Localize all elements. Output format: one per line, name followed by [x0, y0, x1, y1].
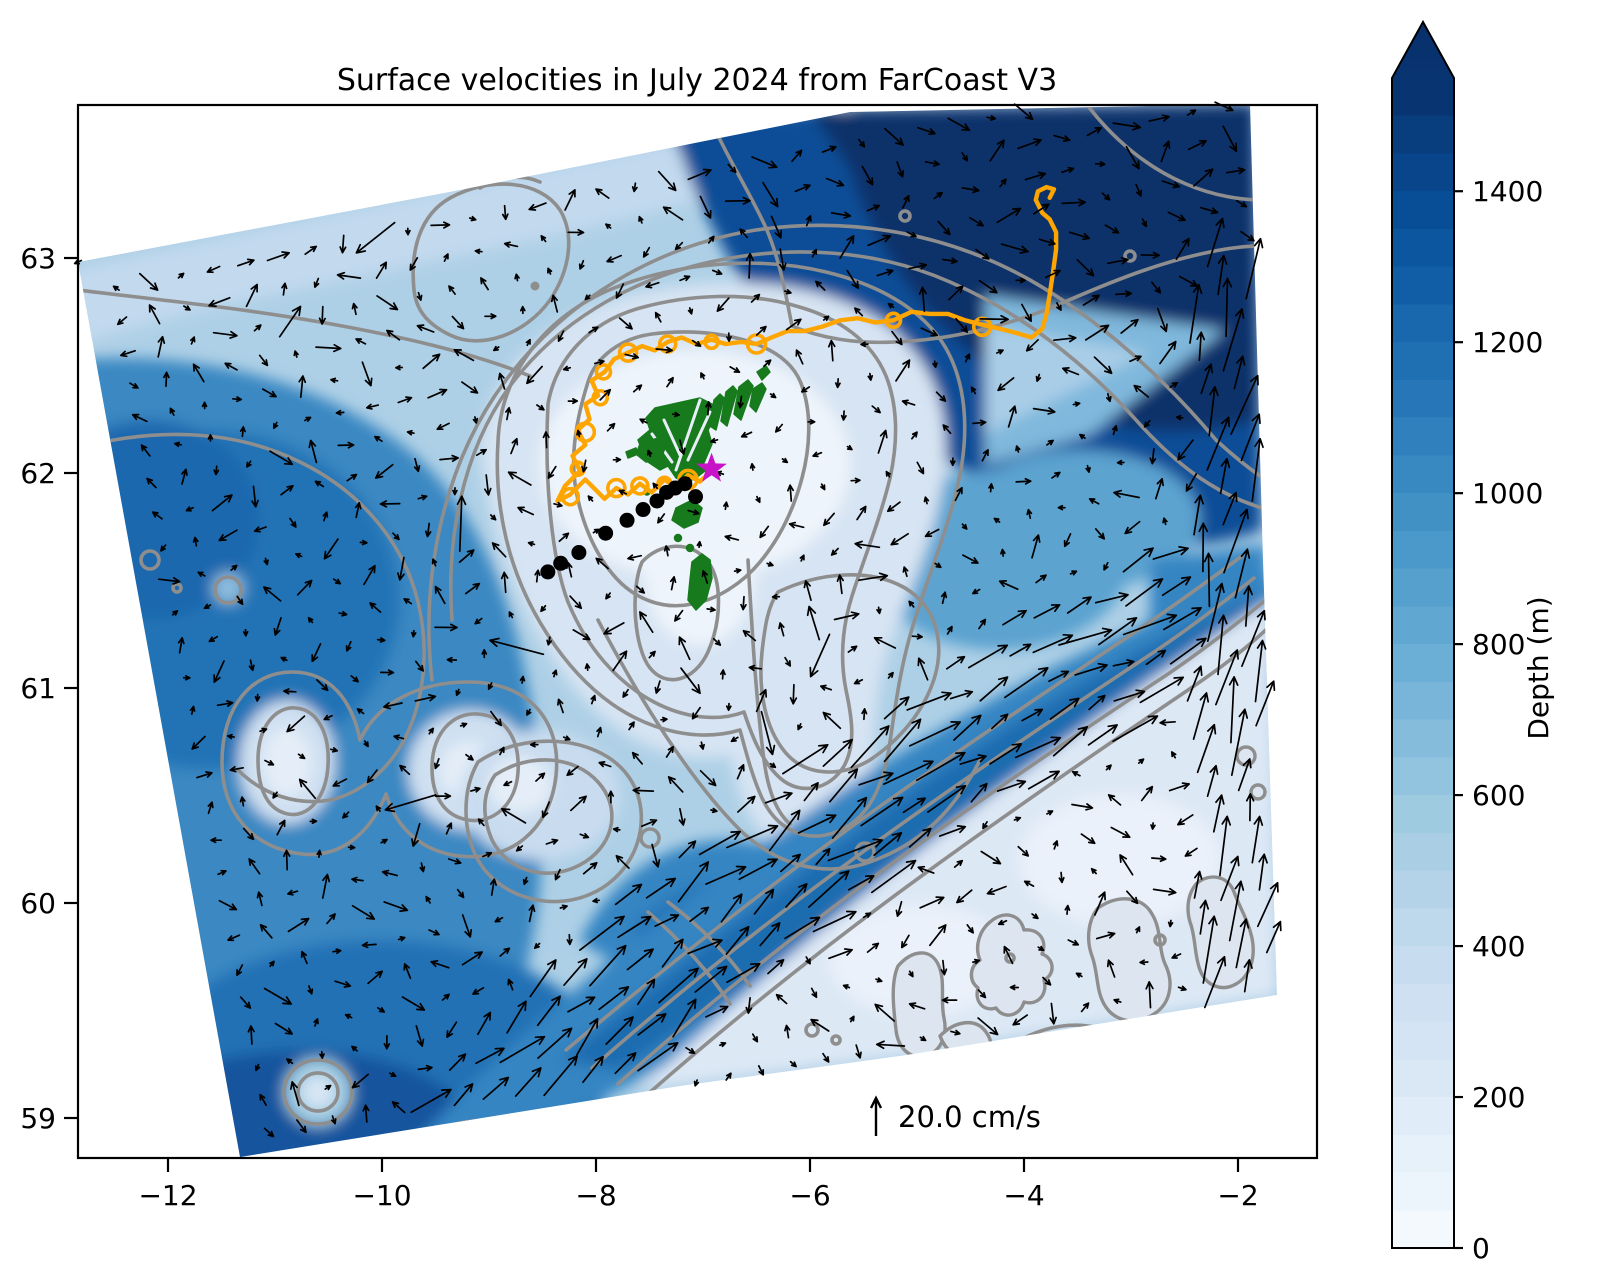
colorbar: Depth (m) 0 200 400 600 800 1000 1200 1400: [1391, 19, 1555, 1265]
y-tick-label: 63: [20, 242, 56, 275]
quiver-key: 20.0 cm/s: [869, 1095, 1041, 1136]
colorbar-tick-label: 200: [1472, 1081, 1525, 1114]
reference-arrow-icon: [869, 1095, 883, 1136]
deployment-star-marker: [696, 452, 727, 482]
trajectory-loop: [606, 477, 627, 499]
transect-dot: [688, 489, 704, 505]
colorbar-tick-label: 0: [1472, 1232, 1490, 1265]
transect-dot: [540, 564, 556, 580]
x-tick-label: −4: [1003, 1179, 1044, 1212]
station-markers: [540, 452, 727, 580]
colorbar-tick-label: 800: [1472, 628, 1525, 661]
y-tick-label: 59: [20, 1102, 56, 1135]
axes-frame: [76, 103, 1319, 1160]
transect-dot: [619, 512, 635, 528]
chart-title: Surface velocities in July 2024 from Far…: [337, 63, 1057, 98]
quiver-key-label: 20.0 cm/s: [898, 1100, 1041, 1134]
x-tick-label: −10: [352, 1179, 411, 1212]
trajectory-loop: [560, 486, 581, 507]
x-axis-ticks: −12 −10 −8 −6 −4 −2: [138, 1158, 1259, 1212]
transect-dot: [553, 555, 569, 571]
x-tick-label: −2: [1217, 1179, 1258, 1212]
x-tick-label: −6: [789, 1179, 830, 1212]
colorbar-tick-label: 1200: [1472, 326, 1543, 359]
trajectory-loop: [884, 311, 903, 330]
transect-dot: [598, 525, 614, 541]
transect-dot: [649, 493, 665, 509]
trajectory-loop: [574, 421, 597, 443]
trajectory-loop: [630, 476, 650, 496]
colorbar-label: Depth (m): [1522, 596, 1555, 739]
transect-dot: [635, 502, 651, 518]
trajectory-loop: [594, 363, 613, 381]
colorbar-tick-label: 1400: [1472, 175, 1543, 208]
trajectory-loop: [703, 333, 720, 351]
colorbar-tick-label: 1000: [1472, 477, 1543, 510]
x-tick-label: −12: [138, 1179, 197, 1212]
y-axis-ticks: 63 62 61 60 59: [20, 242, 78, 1135]
trajectory-loop: [617, 342, 639, 363]
y-tick-label: 61: [20, 672, 56, 705]
y-tick-label: 62: [20, 457, 56, 490]
colorbar-tick-label: 400: [1472, 930, 1525, 963]
trajectory-loop: [591, 388, 610, 407]
transect-dot: [677, 476, 693, 492]
y-tick-label: 60: [20, 887, 56, 920]
colorbar-gradient: [1391, 19, 1455, 1249]
transect-dot: [571, 545, 587, 561]
x-tick-label: −8: [575, 1179, 616, 1212]
colorbar-tick-label: 600: [1472, 779, 1525, 812]
